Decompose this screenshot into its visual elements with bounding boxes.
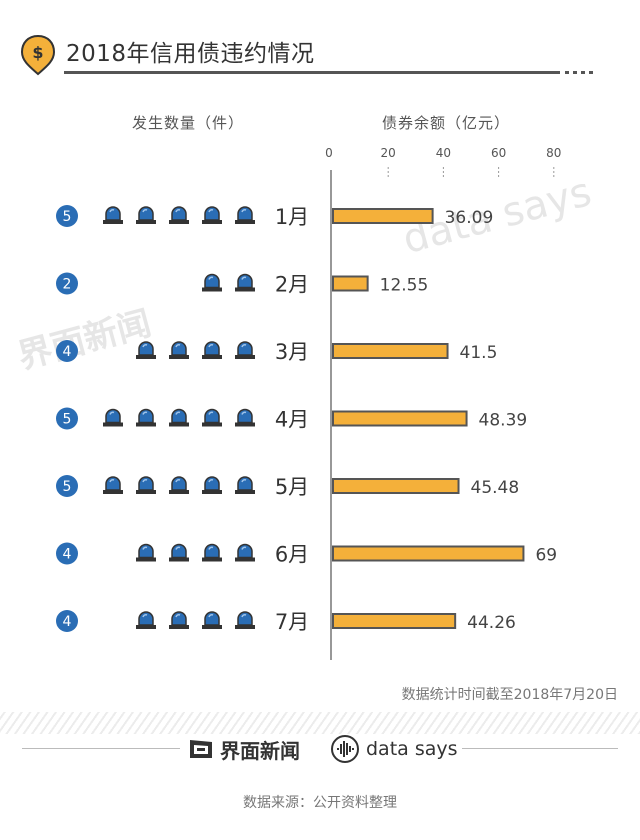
amount-bar [332,275,369,292]
count-header: 发生数量（件） [132,114,245,132]
alarm-light-icon [202,611,222,629]
amount-header: 债券余额（亿元） [382,114,511,132]
svg-text:$: $ [32,43,43,62]
alarm-light-icon [169,543,189,562]
count-badge-value: 5 [63,209,72,225]
brand-left-text: 界面新闻 [220,738,300,763]
alarm-light-icon [103,476,123,494]
month-label: 4月 [275,408,309,432]
count-badge [56,205,78,227]
alarm-light-icon [235,206,255,224]
alarm-light-icon [136,206,156,224]
alarm-light-icon [169,206,189,224]
count-badge [56,272,78,295]
alarm-light-icon [235,543,255,562]
footer-hatch [0,712,640,734]
count-badge [56,340,78,362]
title-rule-dots [565,71,595,74]
count-badge-value: 2 [63,277,72,293]
month-label: 6月 [275,543,309,567]
count-badge [56,407,78,430]
alarm-light-icon [235,341,255,359]
footer-line-left [22,748,180,749]
title-rule [64,71,560,74]
month-label: 3月 [275,340,309,364]
data-says-logo-icon [331,735,359,763]
amount-value-label: 12.55 [380,276,429,296]
count-badge-value: 4 [63,614,72,630]
amount-value-label: 69 [535,546,557,566]
amount-bar [332,478,460,494]
x-tick-label: 0 [325,146,333,160]
alarm-light-icon [202,206,222,224]
alarm-light-icon [136,543,156,562]
amount-bar [332,343,449,359]
amount-bar [332,208,434,224]
count-badge [56,542,78,565]
alarm-light-icon [169,476,189,494]
data-source: 数据来源：公开资料整理 [243,795,397,811]
amount-value-label: 36.09 [445,208,494,228]
alarm-light-icon [136,341,156,359]
alarm-light-icon [103,206,123,224]
alarm-light-icon [202,273,222,292]
amount-bar [332,613,457,629]
footer-line-right [462,748,618,749]
alarm-light-icon [235,476,255,494]
count-badge [56,475,78,497]
alarm-light-icon [235,611,255,629]
brand-jiemian: 界面新闻 [188,734,300,764]
dollar-pin-icon: $ [20,34,56,76]
month-label: 7月 [275,610,309,634]
count-badge-value: 5 [63,412,72,428]
alarm-light-icon [136,476,156,494]
count-badge-value: 4 [63,547,72,563]
x-tick-label: 60 [491,146,506,160]
brand-data-says: data says [330,734,458,764]
count-badge-value: 5 [63,479,72,495]
alarm-light-icon [169,408,189,427]
x-tick-label: 40 [436,146,451,160]
bond-default-chart: 0 20 40 60 80 5 1月 36.09 2 2月 12.55 4 3月 41.5 5 4月 48.39… [56,146,561,660]
jiemian-logo-icon [190,740,212,758]
alarm-light-icon [103,408,123,427]
count-badge [56,610,78,632]
alarm-light-icon [202,408,222,427]
amount-bar [332,410,468,427]
alarm-light-icon [202,543,222,562]
amount-value-label: 48.39 [479,411,528,431]
alarm-light-icon [202,476,222,494]
alarm-light-icon [136,408,156,427]
page-title: 2018年信用债违约情况 [66,41,315,67]
data-cutoff-note: 数据统计时间截至2018年7月20日 [401,687,618,703]
month-label: 5月 [275,475,309,499]
month-label: 2月 [275,273,309,297]
alarm-light-icon [136,611,156,629]
month-label: 1月 [275,205,309,229]
amount-value-label: 45.48 [471,478,520,498]
alarm-light-icon [169,341,189,359]
alarm-light-icon [202,341,222,359]
x-tick-label: 80 [546,146,561,160]
brand-right-text: data says [366,738,458,760]
alarm-light-icon [235,273,255,292]
alarm-light-icon [169,611,189,629]
alarm-light-icon [235,408,255,427]
amount-value-label: 41.5 [460,343,498,363]
x-tick-label: 20 [381,146,396,160]
count-badge-value: 4 [63,344,72,360]
amount-bar [332,545,525,562]
amount-value-label: 44.26 [467,613,516,633]
